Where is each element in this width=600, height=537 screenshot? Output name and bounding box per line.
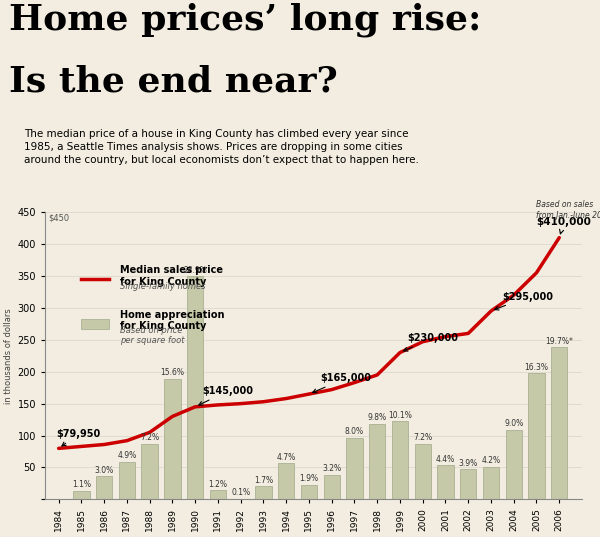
Text: 3.0%: 3.0% xyxy=(95,466,114,475)
Text: 1.7%: 1.7% xyxy=(254,476,273,485)
Text: Median sales price
for King County: Median sales price for King County xyxy=(120,265,223,287)
Text: 8.0%: 8.0% xyxy=(345,427,364,436)
Text: $295,000: $295,000 xyxy=(495,292,553,310)
Bar xyxy=(437,466,454,499)
Bar xyxy=(551,347,568,499)
Text: $165,000: $165,000 xyxy=(313,373,371,393)
Bar xyxy=(119,462,135,499)
Text: $79,950: $79,950 xyxy=(56,429,101,446)
Bar xyxy=(73,491,89,499)
Text: 3.9%: 3.9% xyxy=(458,459,478,468)
Bar xyxy=(142,444,158,499)
Text: Single-family homes: Single-family homes xyxy=(120,282,206,291)
Text: 15.6%: 15.6% xyxy=(160,368,184,378)
Bar xyxy=(346,438,362,499)
Text: 19.7%*: 19.7%* xyxy=(545,337,573,346)
Text: $230,000: $230,000 xyxy=(404,333,458,351)
Bar xyxy=(255,487,272,499)
Text: The median price of a house in King County has climbed every year since
1985, a : The median price of a house in King Coun… xyxy=(24,129,419,165)
Text: $410,000: $410,000 xyxy=(536,217,592,234)
Bar xyxy=(528,374,545,499)
Text: 4.4%: 4.4% xyxy=(436,455,455,464)
Bar xyxy=(369,424,385,499)
Bar xyxy=(506,430,522,499)
Text: Home prices’ long rise:: Home prices’ long rise: xyxy=(9,3,481,37)
Bar xyxy=(460,469,476,499)
Text: 16.3%: 16.3% xyxy=(524,363,548,372)
Text: Based on price
per square foot: Based on price per square foot xyxy=(120,325,185,345)
Bar xyxy=(96,476,112,499)
Text: 1.2%: 1.2% xyxy=(208,480,227,489)
Bar xyxy=(278,463,295,499)
Text: 28.9%: 28.9% xyxy=(183,266,207,274)
Text: 0.1%: 0.1% xyxy=(231,488,250,497)
Bar xyxy=(301,485,317,499)
Text: 3.2%: 3.2% xyxy=(322,464,341,473)
Text: 7.2%: 7.2% xyxy=(413,433,432,442)
Text: $145,000: $145,000 xyxy=(199,386,253,405)
Text: 4.9%: 4.9% xyxy=(117,451,137,460)
Text: 9.8%: 9.8% xyxy=(368,413,387,422)
Bar xyxy=(164,379,181,499)
Bar xyxy=(323,475,340,499)
Text: 9.0%: 9.0% xyxy=(504,419,523,429)
Bar xyxy=(392,422,408,499)
Text: 4.2%: 4.2% xyxy=(481,456,500,466)
Text: Home appreciation
for King County: Home appreciation for King County xyxy=(120,310,224,331)
Bar xyxy=(415,444,431,499)
Text: $450: $450 xyxy=(49,213,70,222)
Text: Based on sales
from Jan.-June 2006: Based on sales from Jan.-June 2006 xyxy=(536,200,600,220)
Bar xyxy=(187,276,203,499)
Bar xyxy=(483,467,499,499)
Text: 7.2%: 7.2% xyxy=(140,433,159,442)
Bar xyxy=(82,319,109,329)
Text: 10.1%: 10.1% xyxy=(388,411,412,420)
Text: 1.1%: 1.1% xyxy=(72,480,91,489)
Y-axis label: in thousands of dollars: in thousands of dollars xyxy=(4,308,13,404)
Text: Is the end near?: Is the end near? xyxy=(9,64,338,98)
Bar xyxy=(210,490,226,499)
Text: 4.7%: 4.7% xyxy=(277,453,296,461)
Text: 1.9%: 1.9% xyxy=(299,474,319,483)
